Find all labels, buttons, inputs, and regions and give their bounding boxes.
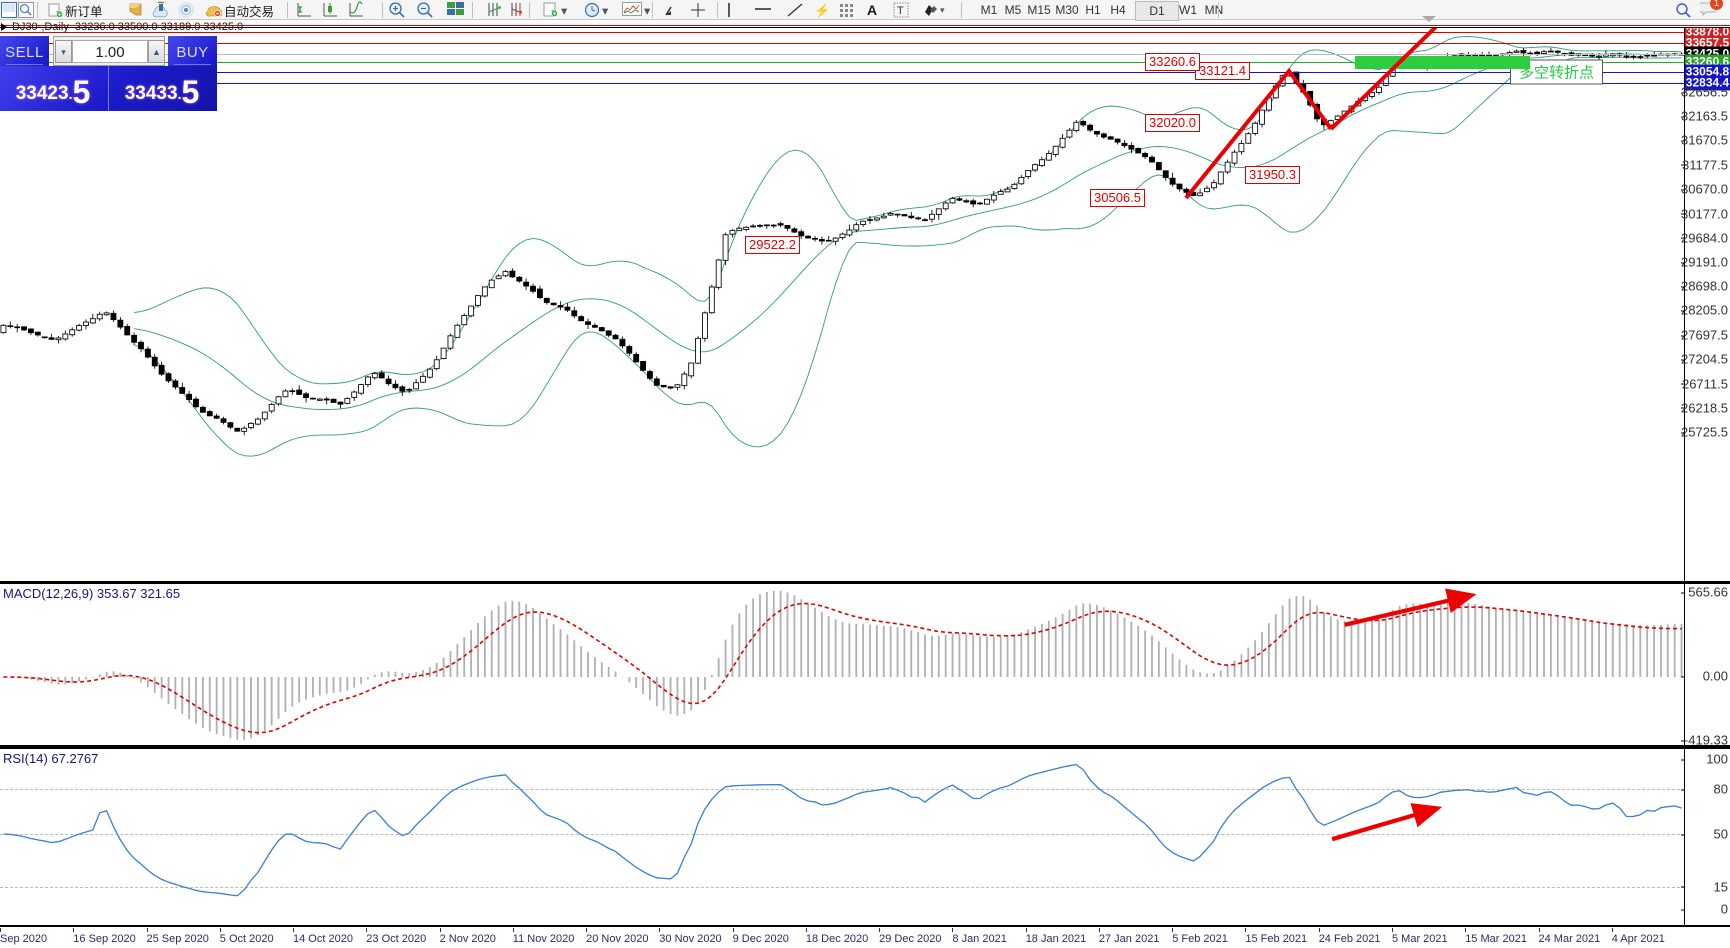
svg-text:⚡: ⚡ (814, 3, 830, 18)
svg-text:T: T (897, 5, 904, 17)
